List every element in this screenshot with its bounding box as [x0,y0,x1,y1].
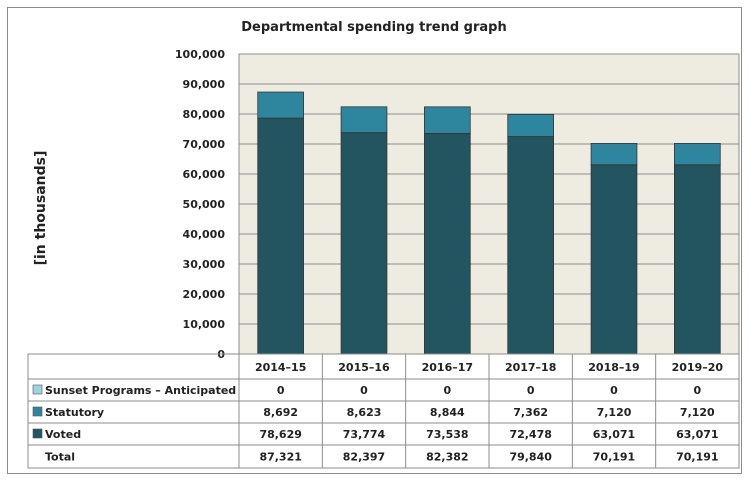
table-cell: 8,623 [347,406,382,419]
bar-voted [674,164,721,355]
bar-statutory [340,106,388,134]
bar-voted [424,132,471,355]
table-cell: 63,071 [676,428,718,441]
y-tick-label: 60,000 [183,168,226,181]
x-category-label: 2017–18 [505,361,556,374]
y-tick-label: 90,000 [183,78,226,91]
y-tick-label: 80,000 [183,108,226,121]
legend-label: Sunset Programs – Anticipated [45,384,236,397]
table-cell-total: 79,840 [509,451,552,464]
x-category-label: 2018–19 [588,361,639,374]
legend-label: Statutory [45,406,104,419]
y-tick-label: 100,000 [175,48,225,61]
table-cell: 73,774 [343,428,386,441]
table-cell-total: 82,382 [426,451,468,464]
bar-voted [590,164,638,355]
table-cell-total: 70,191 [593,451,635,464]
x-category-label: 2019–20 [672,361,724,374]
bar-voted [257,117,304,355]
y-tick-label: 50,000 [183,198,226,211]
table-cell-total: 70,191 [676,451,718,464]
y-axis-label: [in thousands] [33,151,49,266]
y-tick-label: 70,000 [183,138,226,151]
legend-label: Voted [45,428,81,441]
table-cell: 8,692 [263,406,298,419]
table-cell: 0 [360,384,368,397]
table-cell: 7,120 [680,406,715,419]
legend-swatch [32,428,43,439]
bar-voted [340,132,388,355]
chart-frame: Departmental spending trend graph [in tho… [7,7,742,474]
x-category-label: 2014–15 [255,361,306,374]
table-cell: 0 [277,384,285,397]
bar-statutory [674,143,721,166]
table-cell: 7,362 [513,406,548,419]
legend-swatch [32,384,43,395]
y-tick-label: 40,000 [183,228,226,241]
table-cell: 0 [694,384,702,397]
x-category-label: 2015–16 [338,361,390,374]
chart-title: Departmental spending trend graph [241,20,506,35]
spending-chart: Departmental spending trend graph [in tho… [27,20,740,469]
table-cell: 72,478 [509,428,551,441]
table-cell: 0 [527,384,535,397]
x-category-label: 2016–17 [422,361,473,374]
table-cell: 7,120 [597,406,632,419]
y-tick-label: 20,000 [183,288,226,301]
bar-statutory [424,106,471,134]
table-cell: 63,071 [593,428,635,441]
bar-statutory [590,143,638,166]
bar-voted [507,136,554,355]
legend-swatch [32,406,43,417]
table-cell: 73,538 [426,428,468,441]
table-cell-total: 87,321 [259,451,301,464]
table-cell-total: 82,397 [343,451,385,464]
bar-statutory [507,114,554,137]
total-label: Total [45,451,75,464]
y-tick-label: 30,000 [183,258,226,271]
table-cell: 0 [610,384,618,397]
table-cell: 8,844 [430,406,465,419]
table-cell: 0 [444,384,452,397]
y-tick-label: 10,000 [183,318,226,331]
bar-statutory [257,91,304,119]
table-cell: 78,629 [259,428,301,441]
